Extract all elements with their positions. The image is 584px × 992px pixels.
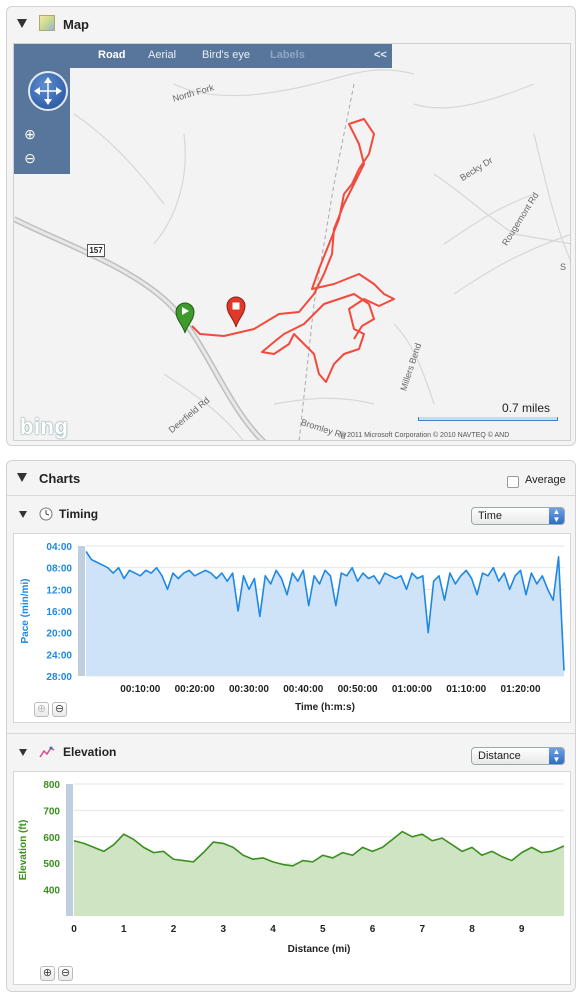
- y-tick-label: 500: [43, 859, 60, 870]
- y-tick-label: 800: [43, 780, 60, 791]
- x-tick-label: 00:40:00: [283, 684, 323, 695]
- timing-chart-svg: 04:00 08:00 12:00 16:00 20:00 24:00 28:00 00:10…: [20, 542, 565, 713]
- map-panel: Map R: [6, 6, 576, 446]
- collapse-timing-toggle-icon[interactable]: [19, 511, 27, 518]
- elevation-select-value: Distance: [478, 750, 521, 762]
- x-tick-label: 1: [121, 924, 127, 935]
- pan-compass-icon[interactable]: [28, 71, 68, 111]
- y-tick-label: 16:00: [46, 607, 72, 618]
- map-icon: [39, 15, 55, 31]
- collapse-elevation-toggle-icon[interactable]: [19, 749, 27, 756]
- map-copyright: © 2011 Microsoft Corporation © 2010 NAVT…: [340, 432, 510, 439]
- x-tick-label: 00:20:00: [175, 684, 215, 695]
- charts-panel-title: Charts: [39, 471, 81, 486]
- road-view-button[interactable]: Road: [98, 49, 126, 61]
- map-background: [14, 69, 570, 440]
- select-arrows-icon: ▲ ▼: [549, 508, 564, 524]
- y-tick-label: 24:00: [46, 650, 72, 661]
- series-line: [73, 830, 565, 867]
- x-tick-label: 01:10:00: [446, 684, 486, 695]
- collapse-charts-toggle-icon[interactable]: [17, 473, 27, 482]
- birdseye-view-button[interactable]: Bird's eye: [202, 49, 250, 61]
- divider: [7, 495, 575, 496]
- labels-toggle-button[interactable]: Labels: [270, 49, 305, 61]
- elevation-xaxis-select[interactable]: Distance ▲ ▼: [471, 747, 565, 765]
- elevation-zoom-out-icon[interactable]: ⊖: [58, 966, 73, 981]
- map-zoom-in-icon[interactable]: ⊕: [24, 126, 36, 142]
- map-zoom-out-icon[interactable]: ⊖: [24, 150, 36, 166]
- y-tick-label: 400: [43, 886, 60, 897]
- x-tick-label: 00:10:00: [120, 684, 160, 695]
- elevation-chart-svg: 400 500 600 700 800 0 1 2 3 4 5 6 7 8 9 Distance (mi) El…: [18, 780, 565, 955]
- timing-title: Timing: [59, 507, 99, 521]
- x-tick-label: 9: [519, 924, 525, 935]
- y-tick-label: 600: [43, 833, 60, 844]
- x-tick-label: 8: [469, 924, 475, 935]
- map-navigation-control: ⊕ ⊖: [14, 68, 70, 174]
- y-tick-label: 700: [43, 806, 60, 817]
- y-axis-strip: [66, 784, 73, 916]
- scale-label: 0.7 miles: [502, 401, 551, 415]
- road-label-s: S: [560, 262, 567, 272]
- elevation-zoom-in-icon[interactable]: ⊕: [40, 966, 55, 981]
- y-tick-label: 28:00: [46, 672, 72, 683]
- average-label: Average: [525, 474, 566, 486]
- finish-marker-icon[interactable]: [225, 294, 247, 328]
- timing-xaxis-select[interactable]: Time ▲ ▼: [471, 507, 565, 525]
- collapse-map-toggle-icon[interactable]: [17, 19, 27, 28]
- scale-bar: [418, 417, 558, 421]
- timing-zoom-in-icon[interactable]: ⊕: [34, 702, 49, 717]
- y-axis-strip: [78, 546, 85, 676]
- x-tick-label: 3: [220, 924, 226, 935]
- clock-icon: [39, 507, 53, 521]
- timing-chart[interactable]: 04:00 08:00 12:00 16:00 20:00 24:00 28:00 00:10…: [13, 533, 571, 723]
- map-canvas[interactable]: Road Aerial Bird's eye Labels <<: [13, 43, 571, 441]
- charts-panel: Charts Average Timing Time ▲ ▼ 04:00 08:00…: [6, 460, 576, 992]
- timing-select-value: Time: [478, 510, 503, 522]
- select-arrows-icon: ▲ ▼: [549, 748, 564, 764]
- x-axis-label: Time (h:m:s): [295, 702, 355, 713]
- x-tick-label: 00:50:00: [338, 684, 378, 695]
- x-tick-label: 4: [270, 924, 276, 935]
- map-panel-title: Map: [63, 17, 89, 32]
- series-area: [74, 831, 564, 916]
- y-tick-label: 08:00: [46, 564, 72, 575]
- aerial-view-button[interactable]: Aerial: [148, 49, 177, 61]
- y-axis-label: Pace (min/mi): [20, 578, 31, 643]
- series-area: [86, 551, 564, 676]
- x-tick-label: 01:00:00: [392, 684, 432, 695]
- elevation-icon: [39, 746, 55, 758]
- average-checkbox[interactable]: [507, 476, 519, 488]
- y-tick-label: 12:00: [46, 585, 72, 596]
- x-tick-label: 5: [320, 924, 326, 935]
- map-view-toolbar: Road Aerial Bird's eye Labels <<: [14, 44, 392, 68]
- x-tick-label: 2: [171, 924, 177, 935]
- elevation-title: Elevation: [63, 745, 117, 759]
- y-tick-label: 20:00: [46, 629, 72, 640]
- collapse-toolbar-button[interactable]: <<: [374, 49, 387, 61]
- bing-logo[interactable]: bing: [20, 414, 69, 439]
- x-tick-label: 6: [370, 924, 376, 935]
- start-marker-icon[interactable]: [174, 300, 196, 334]
- x-tick-label: 00:30:00: [229, 684, 269, 695]
- x-tick-label: 01:20:00: [501, 684, 541, 695]
- timing-zoom-out-icon[interactable]: ⊖: [52, 702, 67, 717]
- elevation-chart[interactable]: 400 500 600 700 800 0 1 2 3 4 5 6 7 8 9 Distance (mi) El…: [13, 771, 571, 985]
- series-line: [85, 550, 565, 671]
- route-shield: 157: [87, 244, 105, 257]
- divider: [7, 733, 575, 734]
- x-tick-label: 0: [71, 924, 77, 935]
- x-axis-label: Distance (mi): [288, 944, 351, 955]
- y-tick-label: 04:00: [46, 542, 72, 553]
- x-tick-label: 7: [419, 924, 425, 935]
- y-axis-label: Elevation (ft): [18, 820, 29, 881]
